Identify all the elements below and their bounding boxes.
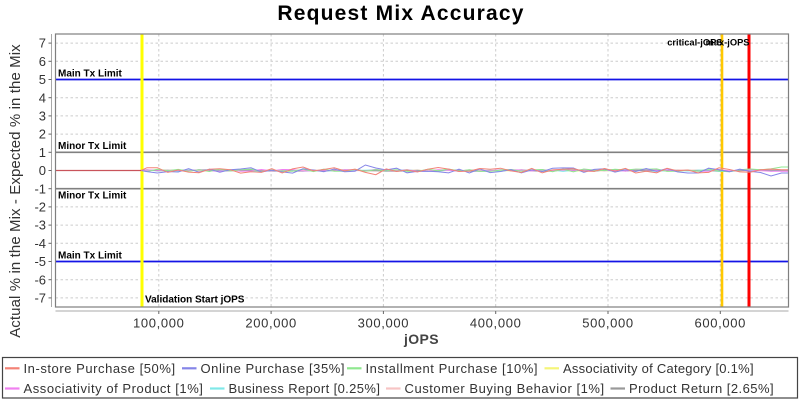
svg-text:Associativity of Product [1%]: Associativity of Product [1%] [24, 381, 204, 396]
svg-text:Online Purchase [35%]: Online Purchase [35%] [201, 361, 346, 376]
svg-text:2: 2 [39, 127, 46, 142]
svg-text:3: 3 [39, 109, 46, 124]
svg-text:Actual % in the Mix - Expected: Actual % in the Mix - Expected % in the … [7, 44, 24, 338]
svg-text:Minor Tx Limit: Minor Tx Limit [58, 191, 127, 202]
svg-text:-7: -7 [34, 291, 46, 306]
svg-text:In-store Purchase [50%]: In-store Purchase [50%] [24, 361, 176, 376]
svg-text:-5: -5 [34, 254, 46, 269]
svg-text:6: 6 [39, 54, 46, 69]
svg-text:-1: -1 [34, 181, 46, 196]
svg-text:Installment Purchase [10%]: Installment Purchase [10%] [366, 361, 539, 376]
svg-text:400,000: 400,000 [470, 316, 522, 331]
svg-text:1: 1 [39, 145, 46, 160]
svg-text:Customer Buying Behavior [1%]: Customer Buying Behavior [1%] [405, 381, 605, 396]
svg-text:-4: -4 [34, 236, 46, 251]
svg-text:300,000: 300,000 [358, 316, 410, 331]
svg-text:jOPS: jOPS [403, 331, 439, 347]
svg-text:-6: -6 [34, 272, 46, 287]
svg-text:Product Return [2.65%]: Product Return [2.65%] [629, 381, 774, 396]
svg-text:Main Tx Limit: Main Tx Limit [58, 250, 123, 261]
svg-text:Validation Start jOPS: Validation Start jOPS [145, 295, 245, 306]
svg-text:-3: -3 [34, 218, 46, 233]
svg-text:Request Mix Accuracy: Request Mix Accuracy [277, 2, 524, 25]
svg-text:Business Report [0.25%]: Business Report [0.25%] [229, 381, 381, 396]
svg-text:-2: -2 [34, 200, 46, 215]
svg-text:0: 0 [39, 163, 46, 178]
svg-text:Associativity of Category [0.1: Associativity of Category [0.1%] [563, 361, 754, 376]
svg-text:500,000: 500,000 [582, 316, 634, 331]
svg-text:max-jOPS: max-jOPS [706, 37, 750, 47]
svg-text:100,000: 100,000 [133, 316, 185, 331]
svg-text:Minor Tx Limit: Minor Tx Limit [58, 141, 127, 152]
svg-text:5: 5 [39, 72, 46, 87]
svg-text:200,000: 200,000 [245, 316, 297, 331]
svg-text:4: 4 [39, 90, 46, 105]
svg-text:critical-jOPS: critical-jOPS [667, 37, 722, 47]
svg-text:600,000: 600,000 [695, 316, 747, 331]
svg-text:Main Tx Limit: Main Tx Limit [58, 68, 123, 79]
svg-text:7: 7 [39, 36, 46, 51]
